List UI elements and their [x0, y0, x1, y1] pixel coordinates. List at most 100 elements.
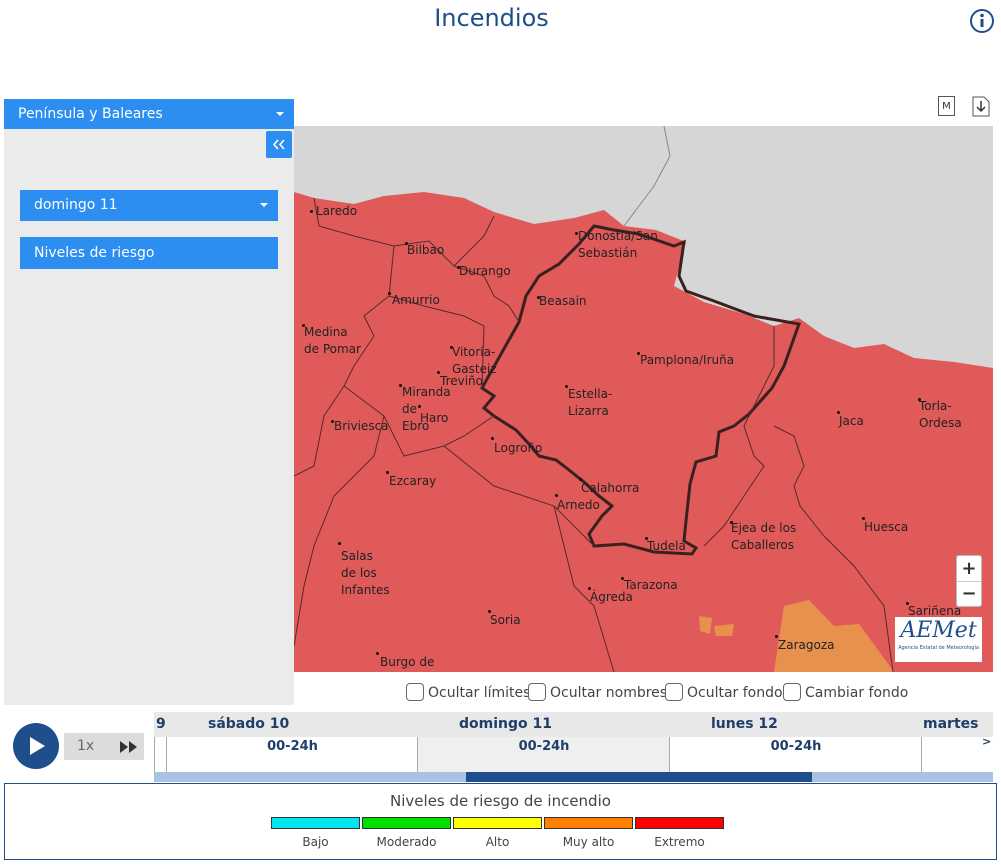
- place-dot: [491, 437, 494, 440]
- place-dot: [906, 602, 909, 605]
- legend-label: Muy alto: [562, 835, 615, 849]
- region-border: [480, 224, 802, 556]
- option-checkbox[interactable]: Ocultar fondo: [665, 683, 783, 702]
- place-label: Bilbao: [407, 243, 445, 257]
- place-dot: [579, 478, 582, 481]
- place-dot: [918, 398, 921, 401]
- checkbox[interactable]: [783, 683, 801, 701]
- zoom-control: + −: [956, 555, 982, 607]
- option-label: Ocultar límites: [428, 685, 531, 701]
- high-risk-area: [699, 616, 734, 636]
- legend-swatch: [362, 817, 451, 829]
- place-dot: [450, 346, 453, 349]
- place-dot: [730, 521, 733, 524]
- place-label: Briviesca: [334, 419, 389, 433]
- day-cell[interactable]: 00-24h: [669, 737, 922, 772]
- place-dot: [338, 542, 341, 545]
- place-dot: [575, 232, 578, 235]
- legend-swatch: [544, 817, 633, 829]
- place-label: Laredo: [316, 204, 358, 218]
- place-dot: [537, 296, 540, 299]
- place-label: Amurrio: [392, 293, 440, 307]
- day-heading[interactable]: sábado 10: [208, 716, 290, 732]
- checkbox[interactable]: [665, 683, 683, 701]
- place-dot: [437, 371, 440, 374]
- checkbox[interactable]: [528, 683, 546, 701]
- zoom-in[interactable]: +: [957, 556, 981, 582]
- place-dot: [399, 384, 402, 387]
- day-dropdown[interactable]: domingo 11: [20, 190, 278, 221]
- legend-label: Alto: [485, 835, 510, 849]
- map-canvas: [294, 126, 993, 672]
- place-label: Zaragoza: [778, 638, 835, 652]
- place-dot: [331, 420, 334, 423]
- collapse-button[interactable]: [266, 131, 292, 158]
- day-cell[interactable]: [154, 737, 167, 772]
- place-label: Estella-Lizarra: [568, 387, 613, 418]
- place-dot: [621, 577, 624, 580]
- place-label: Haro: [420, 411, 449, 425]
- day-heading[interactable]: martes: [923, 716, 979, 732]
- timeline-header: [154, 712, 993, 737]
- place-dot: [405, 242, 408, 245]
- place-dot: [457, 266, 460, 269]
- speed-control[interactable]: 1x: [64, 733, 144, 760]
- option-checkbox[interactable]: Ocultar nombres: [528, 683, 667, 702]
- option-checkbox[interactable]: Ocultar límites: [406, 683, 530, 702]
- region-label: Península y Baleares: [18, 106, 163, 122]
- map-mode-button[interactable]: M: [938, 96, 955, 116]
- place-label: Salas de los Infantes: [341, 549, 390, 597]
- day-heading[interactable]: domingo 11: [459, 716, 552, 732]
- place-label: Logroño: [494, 441, 543, 455]
- day-cell[interactable]: 00-24h: [417, 737, 670, 772]
- day-heading[interactable]: 9: [156, 716, 166, 732]
- layer-button[interactable]: Niveles de riesgo: [20, 237, 278, 269]
- day-heading[interactable]: lunes 12: [711, 716, 778, 732]
- place-label: Burgo de: [380, 655, 435, 669]
- place-label: Miranda de Ebro: [402, 385, 451, 433]
- option-checkbox[interactable]: Cambiar fondo: [783, 683, 908, 702]
- sea-boundary: [623, 126, 671, 227]
- place-label: Ezcaray: [389, 474, 437, 488]
- info-button[interactable]: [969, 8, 995, 34]
- legend-swatch: [453, 817, 542, 829]
- place-dot: [376, 652, 379, 655]
- region-dropdown[interactable]: Península y Baleares: [4, 99, 294, 129]
- place-dot: [775, 635, 778, 638]
- legend-swatch: [271, 817, 360, 829]
- place-label: Torla-Ordesa: [919, 399, 962, 430]
- place-dot: [388, 292, 391, 295]
- place-label: Medina de Pomar: [304, 325, 361, 356]
- place-dot: [837, 411, 840, 414]
- play-button[interactable]: [13, 723, 59, 769]
- high-risk-area: [774, 600, 894, 672]
- download-button[interactable]: [972, 96, 990, 117]
- place-dot: [386, 471, 389, 474]
- place-label: Tudela: [647, 539, 686, 553]
- place-dot: [645, 537, 648, 540]
- checkbox[interactable]: [406, 683, 424, 701]
- place-label: Beasain: [539, 294, 587, 308]
- place-dot: [302, 324, 305, 327]
- legend-swatch: [635, 817, 724, 829]
- aemet-logo: AEMet Agencia Estatal de Meteorología: [895, 617, 982, 662]
- legend-label: Bajo: [302, 835, 329, 849]
- place-dot: [310, 210, 313, 213]
- day-cell[interactable]: 00-24h: [166, 737, 418, 772]
- place-dot: [588, 587, 591, 590]
- place-label: Jaca: [839, 414, 864, 428]
- zoom-out[interactable]: −: [961, 583, 977, 604]
- place-dot: [488, 610, 491, 613]
- place-label: Treviño: [440, 374, 484, 388]
- legend-label: Extremo: [654, 835, 705, 849]
- timeline-next[interactable]: >: [982, 735, 992, 748]
- logo-name: AEMet: [900, 618, 977, 643]
- speed-label: 1x: [77, 738, 95, 754]
- day-label: domingo 11: [34, 197, 118, 213]
- map[interactable]: [294, 126, 993, 672]
- day-cell[interactable]: [921, 737, 980, 772]
- legend-label: Moderado: [376, 835, 437, 849]
- place-dot: [862, 517, 865, 520]
- place-label: Calahorra: [581, 481, 640, 495]
